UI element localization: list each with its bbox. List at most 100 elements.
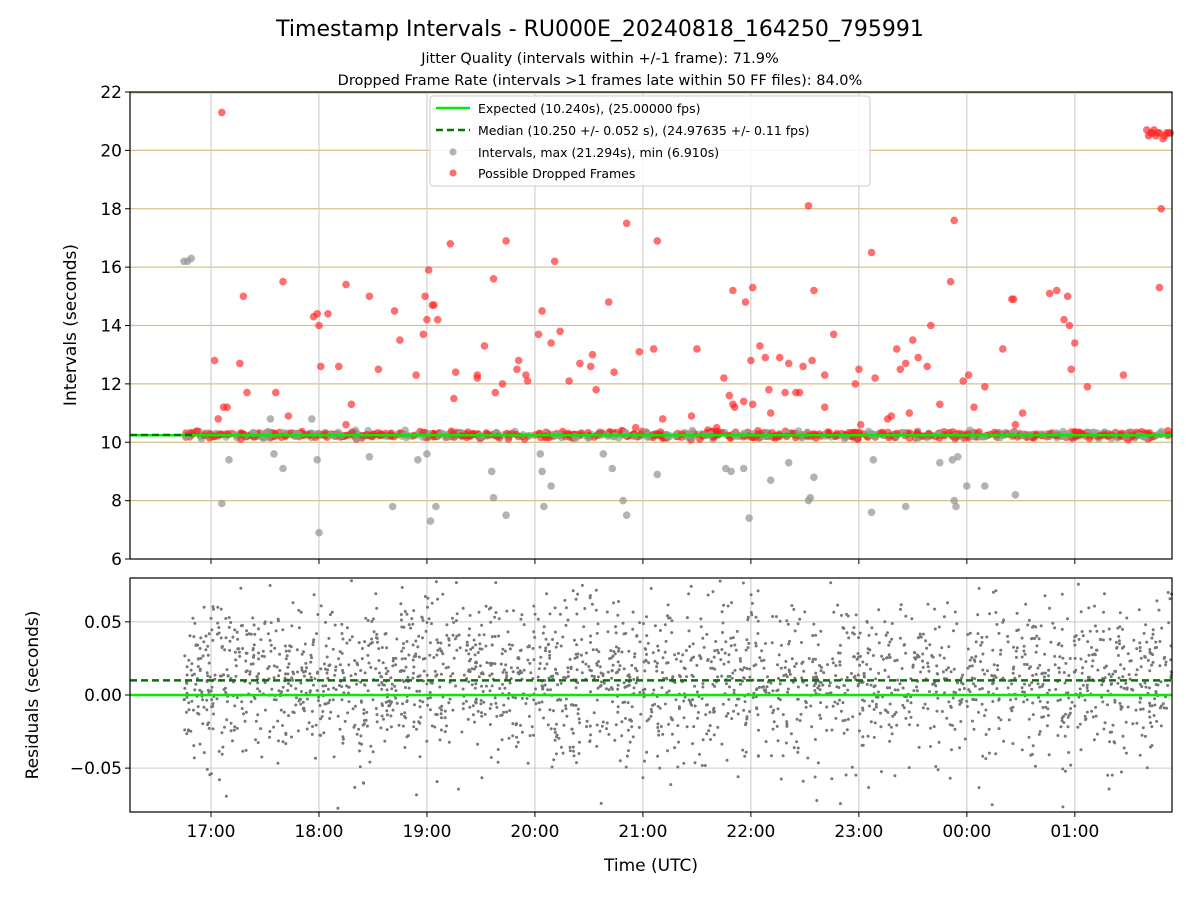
residual-point — [1091, 665, 1094, 668]
residual-point — [1032, 713, 1035, 716]
dropped-frame-point — [447, 240, 455, 248]
residual-point — [191, 674, 194, 677]
residual-point — [615, 631, 618, 634]
residual-point — [381, 646, 384, 649]
dropped-frame-point — [893, 345, 901, 353]
residual-point — [231, 636, 234, 639]
residual-point — [503, 687, 506, 690]
residual-point — [896, 659, 899, 662]
residual-point — [475, 661, 478, 664]
residual-point — [867, 652, 870, 655]
residual-point — [401, 657, 404, 660]
residual-point — [263, 622, 266, 625]
residual-point — [291, 671, 294, 674]
residual-point — [621, 701, 624, 704]
dropped-frame-point — [425, 266, 433, 274]
interval-point — [963, 482, 971, 490]
residual-point — [1011, 742, 1014, 745]
residual-point — [233, 704, 236, 707]
residual-point — [882, 658, 885, 661]
residual-point — [436, 673, 439, 676]
dropped-frame-point — [650, 345, 658, 353]
residual-point — [836, 702, 839, 705]
residual-point — [316, 671, 319, 674]
residual-point — [650, 715, 653, 718]
residual-point — [581, 584, 584, 587]
residual-point — [779, 620, 782, 623]
residual-point — [845, 774, 848, 777]
residual-point — [834, 674, 837, 677]
residual-point — [871, 700, 874, 703]
residual-point — [730, 717, 733, 720]
dropped-frame-point — [342, 421, 350, 429]
dropped-frame-point — [481, 342, 489, 350]
residual-point — [599, 665, 602, 668]
residual-point — [1064, 682, 1067, 685]
residual-point — [238, 655, 241, 658]
residual-point — [625, 766, 628, 769]
residual-point — [1096, 733, 1099, 736]
residual-point — [729, 637, 732, 640]
residual-point — [264, 709, 267, 712]
residual-point — [575, 761, 578, 764]
residual-point — [543, 667, 546, 670]
residual-point — [748, 676, 751, 679]
residual-point — [608, 657, 611, 660]
dropped-frame-point — [556, 328, 564, 336]
residual-point — [656, 755, 659, 758]
residual-point — [745, 649, 748, 652]
residual-point — [229, 621, 232, 624]
residual-point — [520, 613, 523, 616]
residual-point — [999, 653, 1002, 656]
residual-point — [542, 717, 545, 720]
residual-point — [839, 802, 842, 805]
dropped-frame-point — [720, 374, 728, 382]
residual-point — [1061, 628, 1064, 631]
residual-point — [210, 698, 213, 701]
residual-point — [407, 654, 410, 657]
residual-point — [199, 668, 202, 671]
residual-point — [979, 644, 982, 647]
residual-point — [622, 622, 625, 625]
residual-point — [1087, 606, 1090, 609]
residual-point — [440, 673, 443, 676]
residual-point — [474, 687, 477, 690]
residual-point — [591, 603, 594, 606]
residual-point — [537, 618, 540, 621]
dropped-frame-point — [854, 435, 862, 443]
residual-point — [228, 616, 231, 619]
residual-point — [322, 685, 325, 688]
residual-point — [220, 608, 223, 611]
residual-point — [1037, 667, 1040, 670]
dropped-frame-point — [366, 293, 374, 301]
residual-point — [1028, 619, 1031, 622]
residual-point — [757, 729, 760, 732]
residual-point — [857, 636, 860, 639]
residual-point — [504, 663, 507, 666]
residual-point — [978, 587, 981, 590]
residual-point — [769, 705, 772, 708]
dropped-frame-point — [412, 371, 420, 379]
residual-point — [918, 746, 921, 749]
residual-point — [589, 635, 592, 638]
residual-point — [1054, 663, 1057, 666]
residual-point — [277, 739, 280, 742]
residual-point — [286, 666, 289, 669]
residual-point — [934, 684, 937, 687]
residual-point — [627, 729, 630, 732]
residual-point — [961, 674, 964, 677]
residual-point — [733, 644, 736, 647]
residual-point — [1144, 682, 1147, 685]
residual-point — [1060, 725, 1063, 728]
residual-point — [329, 613, 332, 616]
residual-point — [746, 618, 749, 621]
interval-point — [502, 511, 510, 519]
residual-point — [716, 675, 719, 678]
residual-point — [354, 673, 357, 676]
dropped-frame-point — [821, 403, 829, 411]
residual-point — [617, 660, 620, 663]
residual-point — [725, 715, 728, 718]
dropped-frame-point — [1071, 339, 1079, 347]
residual-point — [810, 725, 813, 728]
